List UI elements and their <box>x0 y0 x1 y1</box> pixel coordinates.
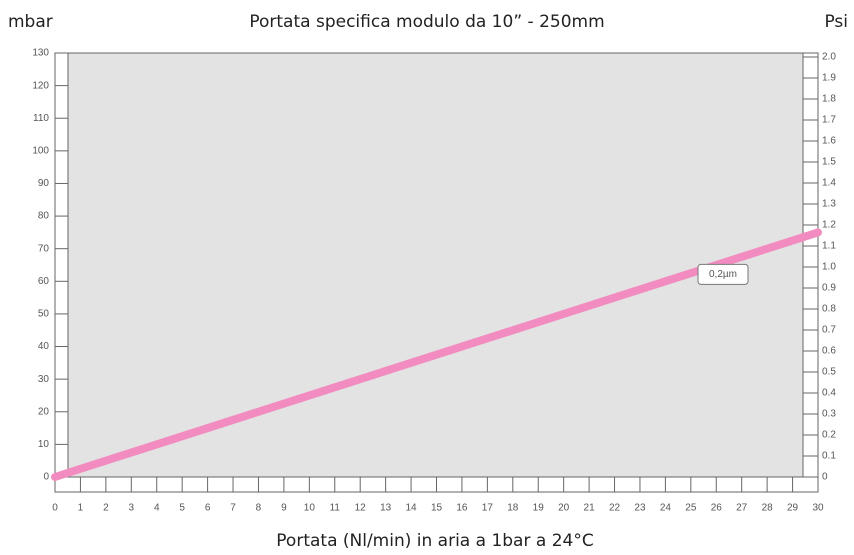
x-tick-label: 6 <box>205 503 211 514</box>
x-tick-label: 1 <box>78 503 84 514</box>
x-tick-label: 7 <box>230 503 236 514</box>
y-tick-label: 10 <box>38 439 50 450</box>
y-tick-label: 90 <box>38 178 50 189</box>
y-tick-label: 20 <box>38 406 50 417</box>
x-tick-label: 23 <box>634 503 646 514</box>
y2-tick-label: 0.5 <box>822 367 836 378</box>
x-tick-label: 16 <box>456 503 468 514</box>
x-tick-label: 4 <box>154 503 160 514</box>
x-tick-label: 10 <box>304 503 316 514</box>
x-tick-label: 15 <box>431 503 443 514</box>
y2-tick-label: 1.2 <box>822 220 836 231</box>
series-label-box <box>697 263 749 285</box>
x-tick-label: 25 <box>685 503 697 514</box>
plot-area <box>67 52 804 478</box>
x-tick-label: 30 <box>812 503 824 514</box>
x-tick-label: 8 <box>256 503 262 514</box>
y-tick-label: 70 <box>38 243 50 254</box>
y2-tick-label: 1.0 <box>822 262 836 273</box>
y-tick-label: 130 <box>32 48 49 59</box>
x-tick-label: 13 <box>380 503 392 514</box>
y2-tick-label: 0.3 <box>822 409 836 420</box>
x-tick-label: 17 <box>482 503 494 514</box>
y2-tick-label: 0.9 <box>822 283 836 294</box>
y-tick-label: 80 <box>38 211 50 222</box>
x-tick-label: 21 <box>584 503 596 514</box>
y2-tick-label: 0.2 <box>822 430 836 441</box>
y-tick-label: 0 <box>43 472 49 483</box>
y-tick-label: 50 <box>38 309 50 320</box>
y2-tick-label: 1.7 <box>822 115 836 126</box>
y2-tick-label: 0.8 <box>822 304 836 315</box>
chart-title: Portata specifica modulo da 10” - 250mm <box>249 12 604 32</box>
y2-tick-label: 0 <box>822 472 828 483</box>
y2-tick-label: 2.0 <box>822 52 836 63</box>
y2-tick-label: 1.8 <box>822 94 836 105</box>
y-tick-label: 100 <box>32 145 49 156</box>
y2-tick-label: 0.6 <box>822 346 836 357</box>
y2-tick-label: 0.1 <box>822 451 836 462</box>
y2-tick-label: 1.5 <box>822 157 836 168</box>
x-tick-label: 24 <box>660 503 672 514</box>
x-tick-label: 11 <box>330 503 341 514</box>
x-tick-label: 5 <box>179 503 185 514</box>
y2-tick-label: 1.4 <box>822 178 836 189</box>
y-tick-label: 60 <box>38 276 50 287</box>
x-tick-label: 28 <box>762 503 774 514</box>
y-tick-label: 40 <box>38 341 50 352</box>
y2-axis-label: Psi <box>824 12 848 32</box>
y2-tick-label: 0.7 <box>822 325 836 336</box>
y2-tick-label: 1.9 <box>822 73 836 84</box>
x-tick-label: 2 <box>103 503 109 514</box>
x-axis-label: Portata (Nl/min) in aria a 1bar a 24°C <box>276 531 593 551</box>
y-tick-label: 120 <box>32 80 49 91</box>
x-tick-label: 26 <box>711 503 723 514</box>
y2-tick-label: 0.4 <box>822 388 836 399</box>
y-tick-label: 30 <box>38 374 50 385</box>
line <box>51 228 822 481</box>
x-tick-label: 20 <box>558 503 570 514</box>
x-tick-label: 27 <box>736 503 748 514</box>
x-tick-label: 9 <box>281 503 287 514</box>
y2-tick-label: 1.3 <box>822 199 836 210</box>
x-tick-label: 3 <box>129 503 135 514</box>
y-tick-label: 110 <box>33 113 49 124</box>
x-tick-label: 22 <box>609 503 621 514</box>
x-tick-label: 14 <box>406 503 418 514</box>
x-tick-label: 18 <box>507 503 519 514</box>
x-tick-label: 12 <box>355 503 367 514</box>
x-tick-label: 0 <box>52 503 58 514</box>
y-axis-label: mbar <box>8 12 53 32</box>
y2-tick-label: 1.1 <box>822 241 836 252</box>
x-tick-label: 29 <box>787 503 799 514</box>
series-label: 0,2µm <box>709 269 737 280</box>
x-tick-label: 19 <box>533 503 545 514</box>
y2-tick-label: 1.6 <box>822 136 836 147</box>
